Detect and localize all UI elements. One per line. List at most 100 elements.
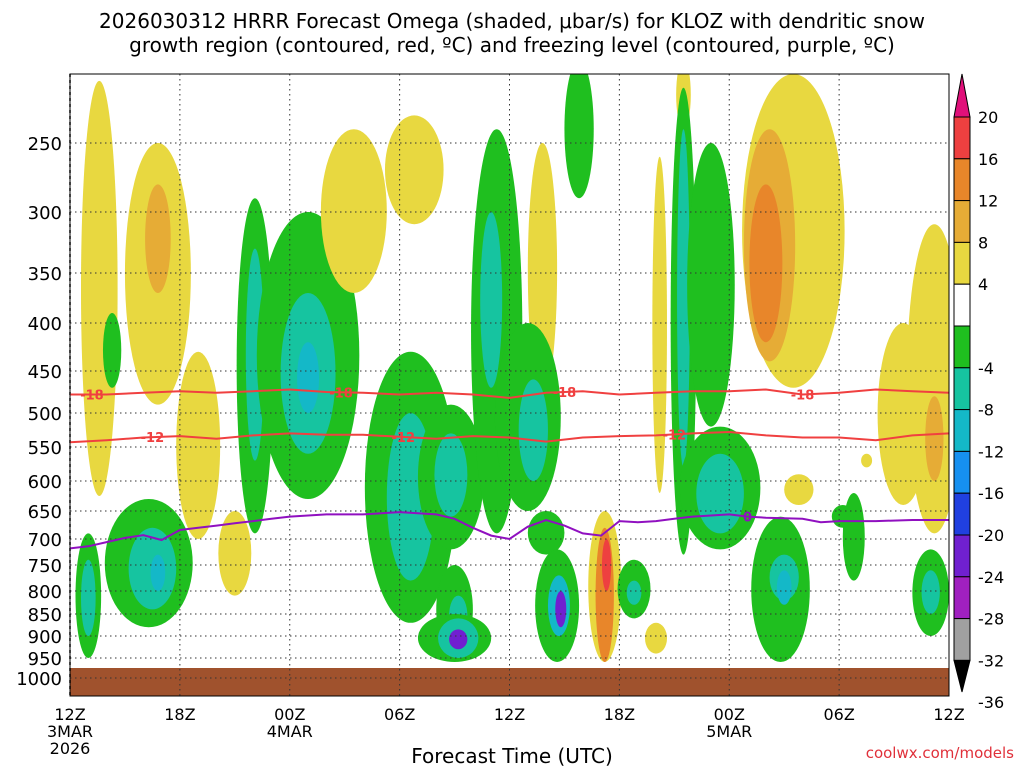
freezing-level-label-0: 0: [743, 511, 752, 526]
plot-frame: [69, 73, 950, 697]
omega-region-28: [518, 379, 548, 482]
y-tick-label-450: 450: [28, 362, 62, 383]
colorbar-bin-4: [953, 283, 971, 327]
colorbar-bin-9: [953, 492, 971, 536]
dgz-bottom-label-2: -12: [663, 428, 687, 443]
y-tick-label-800: 800: [28, 582, 62, 603]
contour-layer: -18 -18 -18 -18 -12 -12 -12 0: [70, 386, 949, 550]
terrain-below-ground: [70, 668, 949, 696]
date-label-0-0: 3MAR: [47, 722, 93, 741]
colorbar-label-13: -36: [978, 693, 1004, 712]
colorbar: 20 16 12 8 4 -4 -8 -12 -16 -20 -24 -28 -32 -36: [953, 73, 1004, 712]
omega-region-17: [384, 115, 444, 225]
omega-region-15: [297, 342, 320, 413]
y-tick-label-300: 300: [28, 203, 62, 224]
dgz-top-label-1: -18: [329, 386, 353, 401]
y-tick-label-850: 850: [28, 605, 62, 626]
omega-region-29: [564, 74, 594, 199]
omega-region-36: [555, 591, 567, 628]
x-tick-label-3: 06Z: [384, 705, 415, 724]
omega-region-25: [480, 212, 503, 388]
omega-region-63: [861, 453, 873, 468]
colorbar-label-5: -4: [978, 359, 994, 378]
omega-region-55: [776, 570, 792, 605]
colorbar-label-1: 16: [978, 150, 998, 169]
omega-region-42: [645, 622, 667, 654]
axes-layer: 2503003504004505005506006507007508008509…: [16, 134, 965, 758]
omega-region-33: [449, 629, 468, 650]
omega-region-12: [245, 248, 265, 461]
omega-region-61: [925, 396, 944, 481]
freezing-level-line: [70, 511, 949, 550]
omega-region-21: [434, 433, 468, 517]
colorbar-label-0: 20: [978, 108, 998, 127]
omega-region-0: [80, 80, 118, 496]
omega-shading-layer: [75, 74, 949, 663]
date-label-0-1: 2026: [50, 739, 91, 758]
colorbar-top-arrow: [953, 73, 971, 118]
x-tick-label-8: 12Z: [933, 705, 964, 724]
x-tick-label-4: 12Z: [494, 705, 525, 724]
colorbar-bin-6: [953, 367, 971, 411]
omega-region-3: [176, 351, 221, 539]
y-tick-label-400: 400: [28, 314, 62, 335]
y-tick-label-900: 900: [28, 627, 62, 648]
omega-region-58: [921, 570, 940, 614]
dgz-top-label-2: -18: [553, 386, 577, 401]
colorbar-bin-2: [953, 200, 971, 243]
credit-text: coolwx.com/models: [865, 744, 1014, 762]
colorbar-bin-3: [953, 241, 971, 285]
colorbar-bin-11: [953, 576, 971, 620]
colorbar-label-7: -12: [978, 442, 1004, 461]
colorbar-label-9: -20: [978, 526, 1004, 545]
colorbar-label-8: -16: [978, 484, 1004, 503]
y-tick-label-500: 500: [28, 404, 62, 425]
dgz-bottom-line: [70, 430, 949, 444]
y-tick-label-650: 650: [28, 502, 62, 523]
colorbar-label-4: 4: [978, 275, 988, 294]
colorbar-bin-10: [953, 534, 971, 578]
colorbar-label-6: -8: [978, 401, 994, 420]
x-tick-label-5: 18Z: [604, 705, 635, 724]
x-tick-label-2: 00Z: [274, 705, 305, 724]
dgz-top-label-0: -18: [80, 389, 104, 404]
omega-region-62: [831, 505, 854, 528]
colorbar-label-2: 12: [978, 192, 998, 211]
colorbar-label-12: -32: [978, 651, 1004, 670]
omega-region-16: [320, 129, 387, 293]
colorbar-bin-8: [953, 450, 971, 494]
y-tick-label-550: 550: [28, 438, 62, 459]
omega-region-41: [626, 580, 642, 605]
y-tick-label-350: 350: [28, 264, 62, 285]
date-label-2-0: 5MAR: [706, 722, 752, 741]
omega-region-9: [150, 554, 166, 591]
colorbar-label-11: -28: [978, 610, 1004, 629]
omega-region-6: [80, 559, 96, 637]
omega-region-4: [218, 511, 252, 596]
colorbar-label-10: -24: [978, 568, 1004, 587]
omega-region-30: [527, 511, 565, 555]
y-tick-label-1000: 1000: [16, 669, 62, 690]
y-tick-label-950: 950: [28, 649, 62, 670]
omega-region-2: [145, 184, 171, 293]
colorbar-bottom-arrow: [953, 659, 971, 693]
y-tick-label-700: 700: [28, 530, 62, 551]
omega-region-43: [652, 156, 667, 493]
omega-region-39: [601, 539, 612, 591]
date-label-1-0: 4MAR: [267, 722, 313, 741]
omega-region-10: [102, 313, 122, 388]
omega-region-52: [749, 184, 783, 343]
x-tick-label-1: 18Z: [164, 705, 195, 724]
dgz-bottom-label-0: -12: [141, 431, 165, 446]
x-tick-label-0: 12Z: [54, 705, 85, 724]
colorbar-bin-7: [953, 409, 971, 452]
omega-region-46: [677, 129, 690, 468]
colorbar-bin-1: [953, 158, 971, 202]
chart-title-line2: growth region (contoured, red, ºC) and f…: [129, 33, 895, 57]
dgz-top-label-3: -18: [791, 389, 815, 404]
colorbar-label-3: 8: [978, 233, 988, 252]
colorbar-bin-5: [953, 325, 971, 369]
dgz-bottom-label-1: -12: [392, 431, 416, 446]
omega-region-64: [784, 474, 814, 505]
